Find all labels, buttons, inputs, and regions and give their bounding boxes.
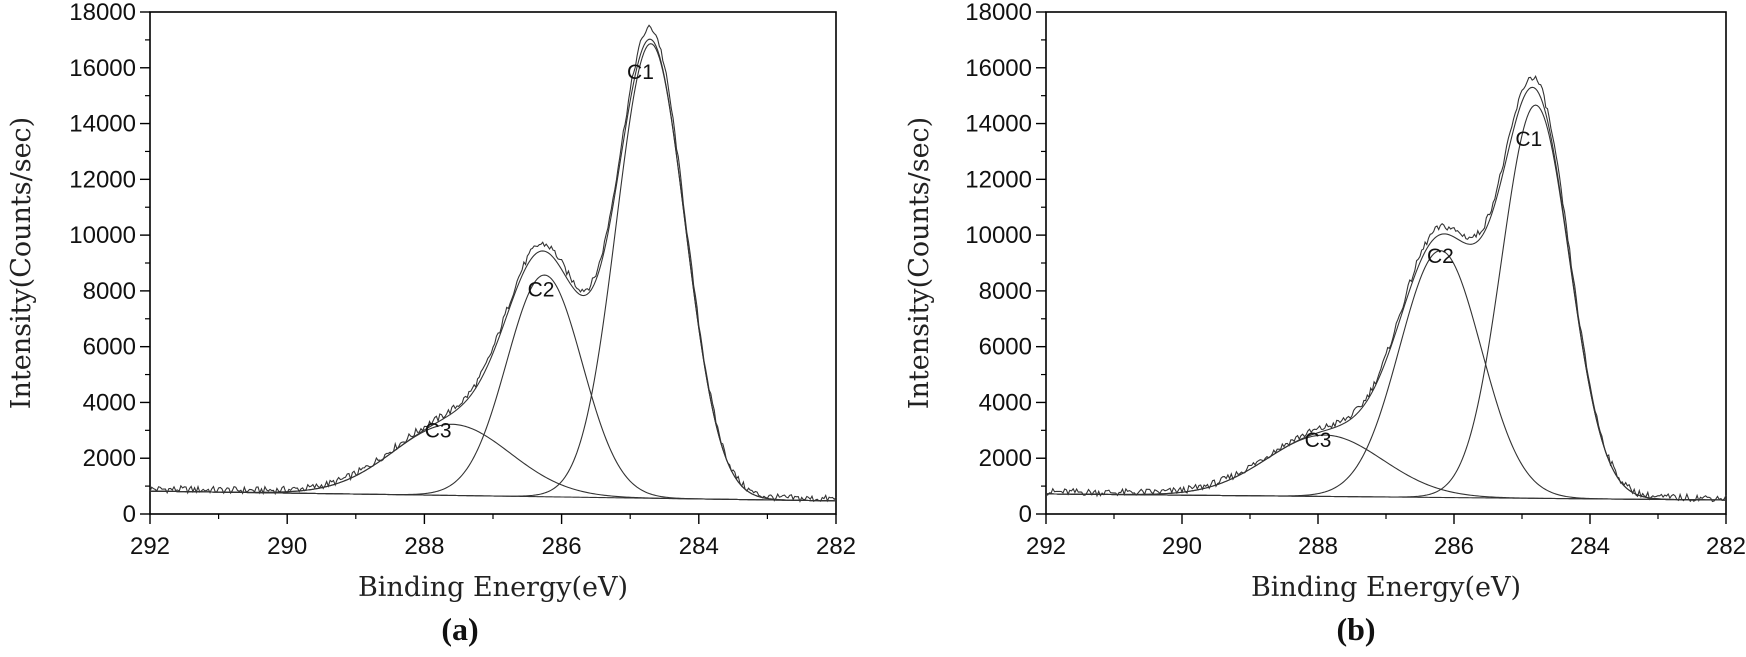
peak-curve-c3 [149,423,837,502]
x-tick-label: 288 [1298,533,1338,560]
y-tick-label: 14000 [965,111,1032,138]
peak-label-c1: C1 [1515,128,1542,151]
y-tick-label: 14000 [69,111,136,138]
y-tick-label: 16000 [69,55,136,82]
y-axis-title: Intensity(Counts/sec) [6,117,37,409]
y-tick-label: 4000 [979,389,1032,416]
peak-label-c3: C3 [425,419,452,442]
x-axis-title: Binding Energy(eV) [1251,572,1521,603]
x-tick-label: 284 [1570,533,1610,560]
envelope-curve [149,38,837,502]
y-tick-label: 0 [123,501,136,528]
x-tick-label: 286 [542,533,582,560]
y-tick-label: 8000 [83,278,136,305]
raw-data-curve [1045,75,1727,503]
y-tick-label: 0 [1019,501,1032,528]
peak-label-c3: C3 [1305,429,1332,452]
y-tick-label: 12000 [69,166,136,193]
x-tick-label: 282 [816,533,856,560]
y-tick-label: 10000 [69,222,136,249]
x-tick-label: 284 [679,533,719,560]
x-axis-title: Binding Energy(eV) [358,572,628,603]
y-tick-label: 16000 [965,55,1032,82]
plot-frame [1045,11,1727,515]
raw-data-curve [149,24,837,503]
chart-panel-a: 0 2000 4000 6000 8000 10000 12000 14000 16000 180… [6,0,856,647]
panel-caption: (b) [1336,611,1375,647]
y-axis-title: Intensity(Counts/sec) [904,117,935,409]
plot-frame [149,11,837,515]
y-tick-label: 10000 [965,222,1032,249]
x-tick-label: 292 [1026,533,1066,560]
x-tick-label: 288 [404,533,444,560]
x-tick-label: 290 [267,533,307,560]
peak-label-c2: C2 [1427,245,1454,268]
y-tick-label: 12000 [965,166,1032,193]
x-tick-label: 282 [1706,533,1746,560]
x-tick-label: 286 [1434,533,1474,560]
y-tick-label: 2000 [979,445,1032,472]
y-tick-label: 2000 [83,445,136,472]
peak-curve-c1 [149,43,837,502]
envelope-curve [1045,86,1727,501]
y-tick-label: 6000 [979,334,1032,361]
chart-panel-b: 0 2000 4000 6000 8000 10000 12000 14000 16000 180… [904,0,1746,647]
peak-curve-c1 [1045,104,1727,501]
peak-curve-c2 [1045,250,1727,501]
x-tick-label: 290 [1162,533,1202,560]
peak-curve-c3 [1045,434,1727,501]
background-line [1045,493,1727,501]
y-tick-label: 18000 [965,0,1032,26]
peak-curve-c2 [149,274,837,502]
y-tick-label: 6000 [83,334,136,361]
y-tick-label: 4000 [83,389,136,416]
x-tick-label: 292 [130,533,170,560]
peak-label-c2: C2 [528,278,555,301]
y-tick-label: 18000 [69,0,136,26]
y-tick-label: 8000 [979,278,1032,305]
panel-caption: (a) [441,611,478,647]
peak-label-c1: C1 [627,61,654,84]
